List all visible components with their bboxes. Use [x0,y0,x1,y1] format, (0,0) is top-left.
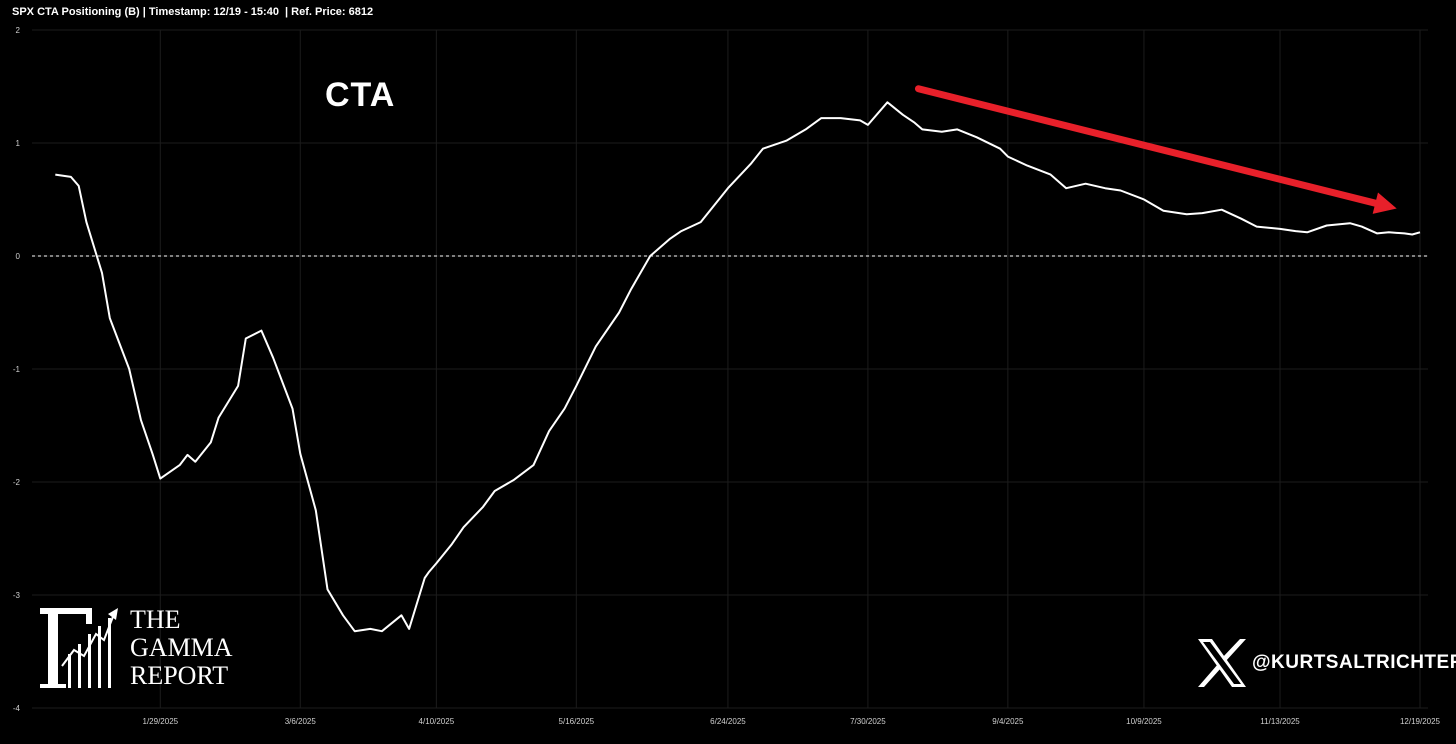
x-tick-label: 9/4/2025 [992,717,1024,726]
x-tick-label: 3/6/2025 [285,717,317,726]
x-tick-label: 4/10/2025 [419,717,455,726]
handle-text: @KURTSALTRICHTER [1252,652,1456,673]
y-tick-label: -4 [13,704,21,713]
x-tick-label: 1/29/2025 [143,717,179,726]
y-tick-label: 0 [16,252,21,261]
gamma-report-logo: THE GAMMA REPORT [38,604,258,694]
x-tick-label: 11/13/2025 [1260,717,1300,726]
y-tick-label: -2 [13,478,21,487]
cta-annotation-label: CTA [325,76,396,114]
x-tick-label: 6/24/2025 [710,717,746,726]
trend-arrow-shaft [914,85,1379,207]
x-tick-label: 7/30/2025 [850,717,886,726]
chart-header: SPX CTA Positioning (B) | Timestamp: 12/… [12,6,374,18]
x-logo-icon [1198,639,1246,687]
trend-arrow-head [1372,192,1397,214]
x-axis-ticks: 1/29/2025 3/6/2025 4/10/2025 5/16/2025 6/24/… [143,717,1441,726]
y-tick-label: -3 [13,591,21,600]
x-tick-label: 10/9/2025 [1126,717,1162,726]
gamma-chart-logo-icon [40,608,118,688]
y-tick-label: -1 [13,365,21,374]
cta-series-line [55,101,1421,633]
y-tick-label: 2 [16,26,21,35]
x-tick-label: 5/16/2025 [559,717,595,726]
y-axis-ticks: 2 1 0 -1 -2 -3 -4 [13,26,21,713]
logo-line-gamma: GAMMA [130,633,233,662]
y-tick-label: 1 [16,139,21,148]
logo-text: THE GAMMA REPORT [130,606,233,690]
logo-line-report: REPORT [130,661,229,690]
trend-arrow [914,85,1397,214]
social-handle: @KURTSALTRICHTER [1196,636,1456,690]
logo-line-the: THE [130,605,181,634]
x-tick-label: 12/19/2025 [1400,717,1441,726]
